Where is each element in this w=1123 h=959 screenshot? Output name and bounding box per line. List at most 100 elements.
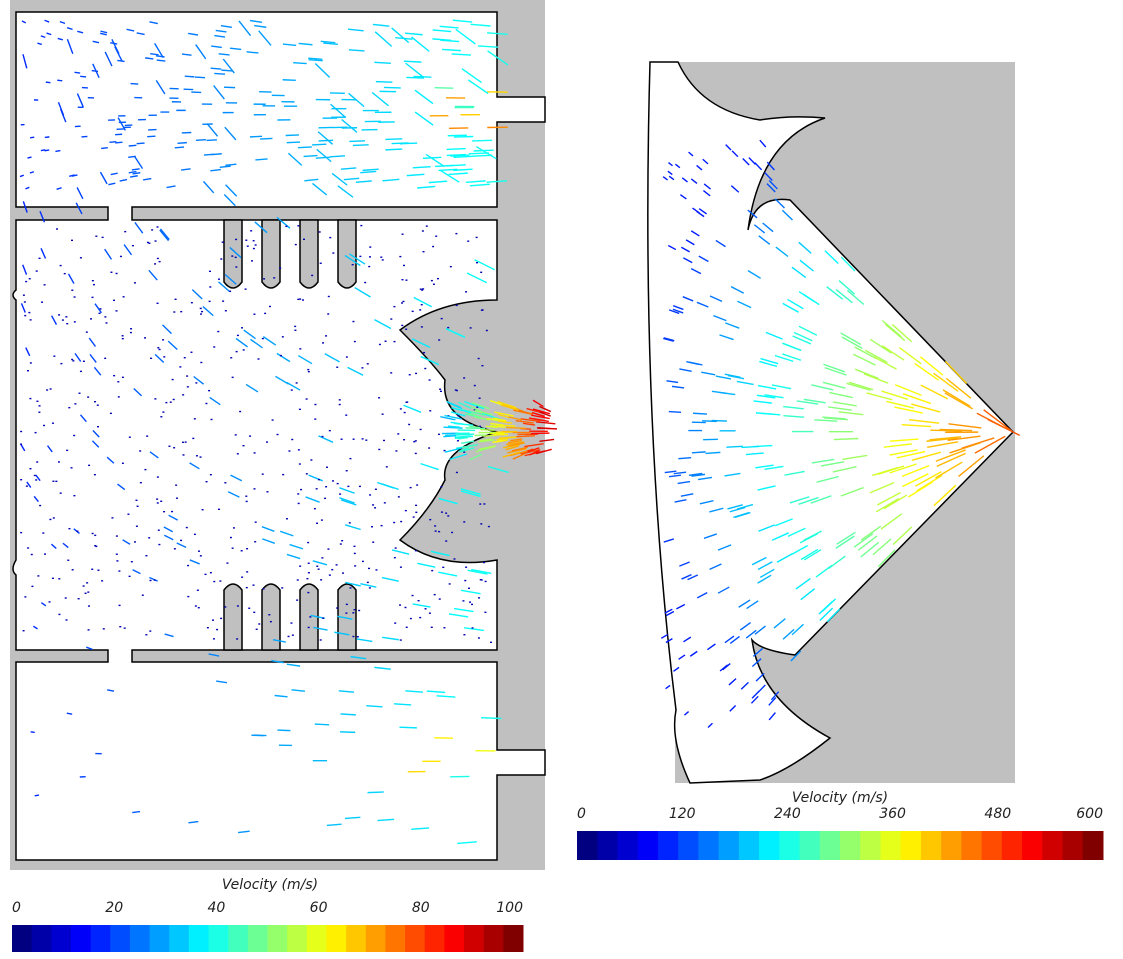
colorbar-swatch bbox=[464, 925, 484, 952]
vector bbox=[481, 718, 501, 719]
colorbar-title: Velocity (m/s) bbox=[222, 877, 318, 893]
colorbar-swatch bbox=[1083, 831, 1104, 860]
vector bbox=[81, 136, 87, 137]
colorbar-swatch bbox=[597, 831, 618, 860]
vector bbox=[726, 446, 742, 447]
colorbar-swatch bbox=[759, 831, 780, 860]
colorbar-tick-label: 120 bbox=[669, 806, 696, 822]
vector bbox=[456, 434, 473, 435]
colorbar-tick-label: 240 bbox=[774, 806, 801, 822]
colorbar-swatch bbox=[1042, 831, 1063, 860]
vector bbox=[80, 76, 86, 77]
vector bbox=[283, 80, 296, 81]
colorbar-swatch bbox=[130, 925, 150, 952]
vector bbox=[196, 140, 206, 141]
colorbar-swatch bbox=[51, 925, 71, 952]
vector bbox=[298, 147, 312, 148]
colorbar-swatch bbox=[800, 831, 821, 860]
vector bbox=[330, 156, 345, 157]
colorbar-swatch bbox=[209, 925, 229, 952]
colorbar-swatch bbox=[287, 925, 307, 952]
vector bbox=[448, 135, 467, 136]
colorbar-swatch bbox=[739, 831, 760, 860]
vector bbox=[131, 84, 139, 85]
colorbar-swatch bbox=[228, 925, 248, 952]
vector bbox=[293, 63, 307, 64]
vector bbox=[472, 155, 492, 156]
vector bbox=[117, 60, 124, 61]
colorbar-swatch bbox=[189, 925, 209, 952]
vector bbox=[109, 142, 116, 143]
vector bbox=[447, 155, 466, 156]
vector bbox=[349, 141, 365, 142]
vector bbox=[41, 150, 45, 151]
vector bbox=[74, 72, 80, 73]
vector bbox=[286, 135, 299, 136]
vector bbox=[255, 159, 267, 160]
vector bbox=[472, 140, 492, 141]
colorbar-swatch bbox=[346, 925, 366, 952]
vector bbox=[35, 795, 39, 796]
vector bbox=[211, 154, 222, 155]
vector bbox=[57, 80, 62, 81]
vector bbox=[195, 77, 205, 78]
colorbar-tick-label: 0 bbox=[12, 900, 21, 916]
colorbar-swatch bbox=[32, 925, 52, 952]
vector bbox=[304, 156, 318, 157]
vector bbox=[214, 73, 225, 74]
colorbar-tick-label: 600 bbox=[1076, 806, 1103, 822]
vector bbox=[316, 157, 330, 158]
vector bbox=[341, 714, 356, 715]
colorbar-swatch bbox=[860, 831, 881, 860]
colorbar-swatch bbox=[638, 831, 659, 860]
colorbar-swatch bbox=[719, 831, 740, 860]
vector bbox=[315, 724, 329, 725]
colorbar-swatch bbox=[248, 925, 268, 952]
colorbar-tick-label: 60 bbox=[310, 900, 328, 916]
colorbar-swatch bbox=[941, 831, 962, 860]
vector bbox=[537, 428, 550, 429]
vector bbox=[221, 70, 232, 71]
colorbar-tick-label: 80 bbox=[412, 900, 430, 916]
vector bbox=[693, 413, 707, 414]
vector bbox=[177, 143, 186, 144]
colorbar-swatch bbox=[405, 925, 425, 952]
colorbar-swatch bbox=[91, 925, 111, 952]
vector bbox=[374, 62, 390, 63]
vector bbox=[55, 151, 60, 152]
vector bbox=[466, 428, 486, 429]
colorbar-swatch bbox=[880, 831, 901, 860]
colorbar-swatch bbox=[698, 831, 719, 860]
colorbar-swatch bbox=[577, 831, 598, 860]
vector bbox=[185, 76, 195, 77]
colorbar-swatch bbox=[1022, 831, 1043, 860]
vector bbox=[742, 446, 760, 447]
colorbar-tick-label: 40 bbox=[207, 900, 225, 916]
vector bbox=[319, 140, 333, 141]
colorbar-swatch bbox=[366, 925, 386, 952]
vector bbox=[137, 143, 145, 144]
colorbar-swatch bbox=[961, 831, 982, 860]
colorbar-swatch bbox=[921, 831, 942, 860]
colorbar-swatch bbox=[444, 925, 464, 952]
vector bbox=[669, 412, 681, 413]
colorbar-tick-label: 0 bbox=[577, 806, 586, 822]
vector bbox=[385, 139, 402, 140]
colorbar-tick-label: 20 bbox=[105, 900, 123, 916]
vector bbox=[157, 60, 166, 61]
vector bbox=[92, 71, 98, 72]
colorbar-swatch bbox=[425, 925, 445, 952]
vector bbox=[31, 732, 35, 733]
vector bbox=[404, 61, 422, 62]
vector bbox=[475, 435, 486, 436]
vector bbox=[206, 140, 216, 141]
vector bbox=[516, 436, 535, 437]
vector bbox=[250, 136, 262, 137]
vector bbox=[385, 149, 402, 150]
vector bbox=[494, 434, 508, 435]
colorbar-swatch bbox=[110, 925, 130, 952]
vector bbox=[518, 434, 531, 435]
colorbar-tick-label: 360 bbox=[879, 806, 906, 822]
vector bbox=[312, 144, 326, 145]
colorbar-swatch bbox=[617, 831, 638, 860]
